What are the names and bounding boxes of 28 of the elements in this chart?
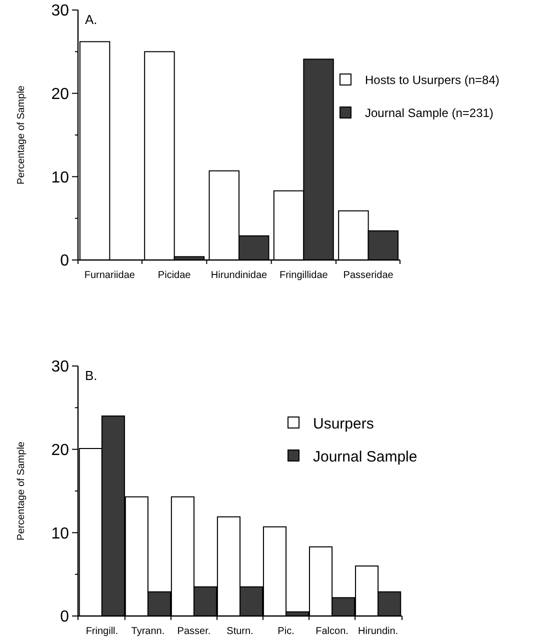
x-tick-label: Fringillidae [279,270,328,281]
legend-label: Journal Sample [313,448,418,466]
x-tick-label: Passeridae [343,270,394,281]
x-tick-label: Hirundinidae [210,270,268,281]
x-tick-label: Fringill. [86,626,118,637]
x-tick-label: Picidae [158,270,192,281]
y-axis-title: Percentage of Sample [16,441,27,540]
y-tick-label: 10 [51,169,70,186]
y-tick-label: 10 [51,525,70,542]
x-tick-label: Passer. [177,626,211,637]
x-tick-label: Hirundin. [358,626,398,637]
y-tick-label: 20 [51,86,70,103]
y-tick-label: 0 [60,608,70,626]
x-tick-label: Pic. [278,626,294,637]
y-tick-label: 30 [51,358,70,376]
legend-label: Usurpers [313,415,374,432]
x-tick-label: Falcon. [316,626,348,637]
y-tick-label: 20 [51,442,70,459]
legend-label: Hosts to Usurpers (n=84) [365,73,500,88]
y-tick-label: 30 [51,2,70,20]
legend-label: Journal Sample (n=231) [365,106,494,120]
chart-title: A. [85,12,98,27]
y-axis-title: Percentage of Sample [16,85,27,184]
chart-title: B. [85,368,98,383]
x-tick-label: Furnariidae [84,270,136,281]
y-tick-label: 0 [60,252,70,270]
x-tick-label: Sturn. [226,626,254,637]
x-tick-label: Tyrann. [131,626,165,637]
